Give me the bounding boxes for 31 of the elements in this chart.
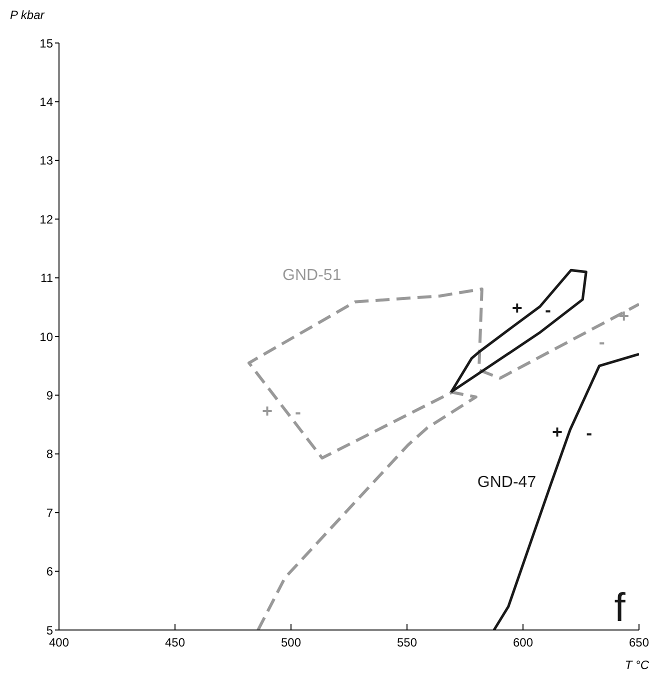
y-tick-label: 11 bbox=[40, 271, 54, 286]
x-tick-label: 500 bbox=[280, 636, 302, 650]
x-tick-label: 450 bbox=[164, 636, 186, 650]
series-label: GND-47 bbox=[477, 474, 536, 492]
y-tick-label: 13 bbox=[40, 154, 54, 168]
y-axis-title: P kbar bbox=[10, 8, 44, 22]
annotation: - bbox=[598, 332, 605, 352]
x-tick-label: 550 bbox=[396, 636, 418, 650]
x-tick-label: 400 bbox=[48, 636, 70, 650]
x-axis-title: T °C bbox=[624, 658, 649, 672]
annotation: - bbox=[586, 422, 592, 443]
annotation: + bbox=[512, 298, 522, 318]
annotation: + bbox=[552, 422, 562, 442]
annotation: f bbox=[614, 586, 626, 630]
y-tick-label: 10 bbox=[40, 330, 54, 344]
y-tick-label: 8 bbox=[46, 447, 54, 462]
x-tick-label: 650 bbox=[628, 636, 650, 650]
y-tick-label: 12 bbox=[40, 212, 54, 226]
annotation: + bbox=[262, 401, 272, 422]
annotation: - bbox=[544, 300, 551, 320]
y-tick-label: 7 bbox=[46, 506, 54, 520]
series-label: GND-51 bbox=[282, 267, 342, 284]
y-tick-label: 6 bbox=[46, 564, 54, 579]
y-tick-label: 9 bbox=[46, 388, 54, 402]
annotation: - bbox=[294, 402, 301, 422]
annotation: + bbox=[618, 306, 630, 326]
y-tick-label: 5 bbox=[46, 623, 54, 638]
y-tick-label: 14 bbox=[40, 94, 54, 109]
y-tick-label: 15 bbox=[40, 36, 54, 50]
x-tick-label: 600 bbox=[512, 636, 534, 650]
line-series bbox=[248, 287, 639, 630]
